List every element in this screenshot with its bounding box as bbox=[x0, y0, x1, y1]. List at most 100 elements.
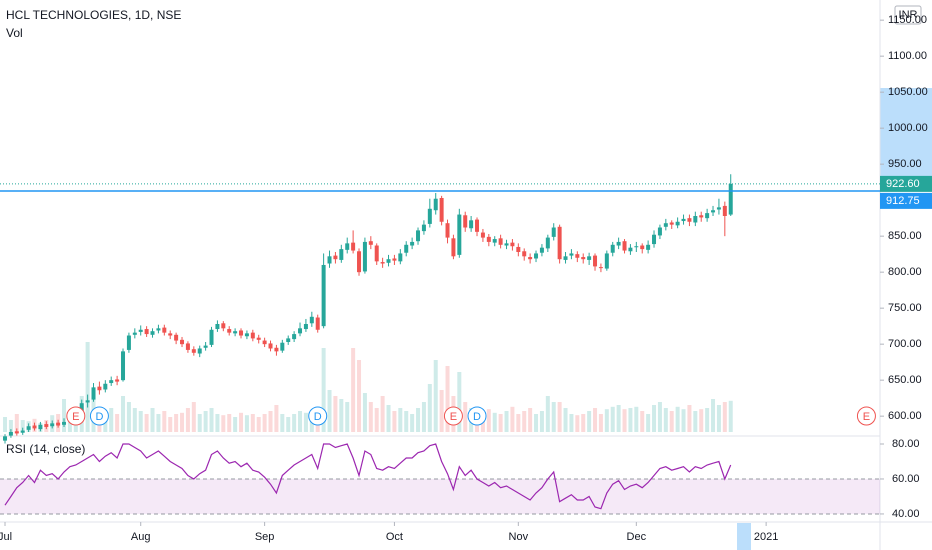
volume-bar bbox=[351, 348, 356, 432]
candle-body bbox=[445, 223, 450, 238]
event-marker bbox=[467, 406, 487, 426]
volume-bar bbox=[587, 411, 592, 432]
candle-body bbox=[657, 227, 662, 236]
volume-bar bbox=[333, 396, 338, 432]
candle-body bbox=[150, 331, 155, 335]
candle-body bbox=[646, 244, 651, 250]
candle-body bbox=[191, 349, 196, 353]
candle-body bbox=[486, 236, 491, 242]
volume-bar bbox=[250, 414, 255, 432]
candle-body bbox=[280, 342, 285, 351]
volume-bar bbox=[622, 409, 627, 432]
volume-bar bbox=[321, 348, 326, 432]
volume-bar bbox=[581, 414, 586, 432]
candle-body bbox=[368, 241, 373, 245]
volume-bar bbox=[121, 396, 126, 432]
x-tick-label: Nov bbox=[509, 531, 529, 543]
candle-body bbox=[392, 258, 397, 261]
candle-body bbox=[56, 422, 61, 426]
candle-body bbox=[669, 222, 674, 225]
volume-bar bbox=[439, 390, 444, 432]
volume-bar bbox=[427, 384, 432, 432]
candle-body bbox=[233, 331, 238, 334]
volume-bar bbox=[604, 409, 609, 432]
volume-bar bbox=[445, 366, 450, 432]
candle-body bbox=[374, 245, 379, 262]
candle-body bbox=[427, 208, 432, 224]
volume-bar bbox=[534, 414, 539, 432]
candle-body bbox=[103, 383, 108, 390]
candle-body bbox=[115, 379, 120, 382]
volume-bar bbox=[716, 405, 721, 432]
volume-bar bbox=[286, 417, 291, 432]
rsi-title: RSI (14, close) bbox=[6, 442, 85, 456]
candle-body bbox=[351, 242, 356, 251]
volume-bar bbox=[180, 412, 185, 432]
event-label: D bbox=[314, 411, 322, 423]
candle-body bbox=[563, 256, 568, 260]
candle-body bbox=[286, 338, 291, 342]
event-label: D bbox=[473, 411, 481, 423]
time-selection bbox=[737, 523, 751, 550]
volume-bar bbox=[386, 405, 391, 432]
y-tick-label: 850.00 bbox=[888, 230, 922, 242]
candle-body bbox=[551, 227, 556, 237]
candle-body bbox=[433, 198, 438, 211]
candle-body bbox=[722, 205, 727, 216]
volume-bar bbox=[126, 402, 131, 432]
volume-bar bbox=[687, 405, 692, 432]
candle-body bbox=[475, 219, 480, 232]
candle-body bbox=[545, 237, 550, 249]
y-tick-label: 700.00 bbox=[888, 338, 922, 350]
volume-bar bbox=[486, 409, 491, 432]
rsi-line bbox=[4, 443, 732, 510]
y-tick-label: 950.00 bbox=[888, 158, 922, 170]
volume-bar bbox=[115, 414, 120, 432]
rsi-tick-label: 40.00 bbox=[892, 508, 920, 520]
y-tick-label: 750.00 bbox=[888, 302, 922, 314]
volume-bar bbox=[239, 412, 244, 432]
candle-body bbox=[640, 245, 645, 250]
currency-box[interactable] bbox=[894, 5, 922, 25]
candle-body bbox=[203, 345, 208, 348]
candle-body bbox=[528, 257, 533, 260]
volume-bar bbox=[227, 414, 232, 432]
currency[interactable]: INR bbox=[899, 9, 918, 21]
volume-bar bbox=[681, 409, 686, 432]
candle-body bbox=[681, 218, 686, 222]
candle-body bbox=[8, 432, 13, 436]
volume-bar bbox=[598, 414, 603, 432]
rsi-band bbox=[0, 478, 880, 514]
volume-bar bbox=[221, 415, 226, 432]
volume-bar bbox=[3, 417, 8, 432]
candle-body bbox=[327, 256, 332, 264]
volume-bar bbox=[374, 408, 379, 432]
volume-bar bbox=[233, 417, 238, 432]
candle-body bbox=[492, 239, 497, 243]
volume-bar bbox=[162, 411, 167, 432]
volume-bar bbox=[457, 372, 462, 432]
rsi-tick-label: 60.00 bbox=[892, 473, 920, 485]
candle-body bbox=[404, 244, 409, 253]
y-tick-label: 800.00 bbox=[888, 266, 922, 278]
candle-body bbox=[687, 218, 692, 222]
candle-body bbox=[32, 425, 37, 429]
x-tick-label: Sep bbox=[255, 531, 275, 543]
candle-body bbox=[85, 400, 90, 403]
candle-body bbox=[534, 253, 539, 259]
volume-bar bbox=[545, 396, 550, 432]
candle-body bbox=[250, 332, 255, 339]
candle-body bbox=[44, 424, 49, 427]
candle-body bbox=[109, 380, 114, 384]
candle-body bbox=[345, 243, 350, 250]
candle-body bbox=[321, 264, 326, 327]
candle-body bbox=[510, 242, 515, 247]
volume-bar bbox=[280, 414, 285, 432]
volume-bar bbox=[593, 408, 598, 432]
candle-body bbox=[3, 436, 8, 441]
y-tick-label: 650.00 bbox=[888, 374, 922, 386]
y-tick-label: 1150.00 bbox=[888, 14, 927, 26]
volume-bar bbox=[504, 411, 509, 432]
candle-body bbox=[604, 253, 609, 269]
